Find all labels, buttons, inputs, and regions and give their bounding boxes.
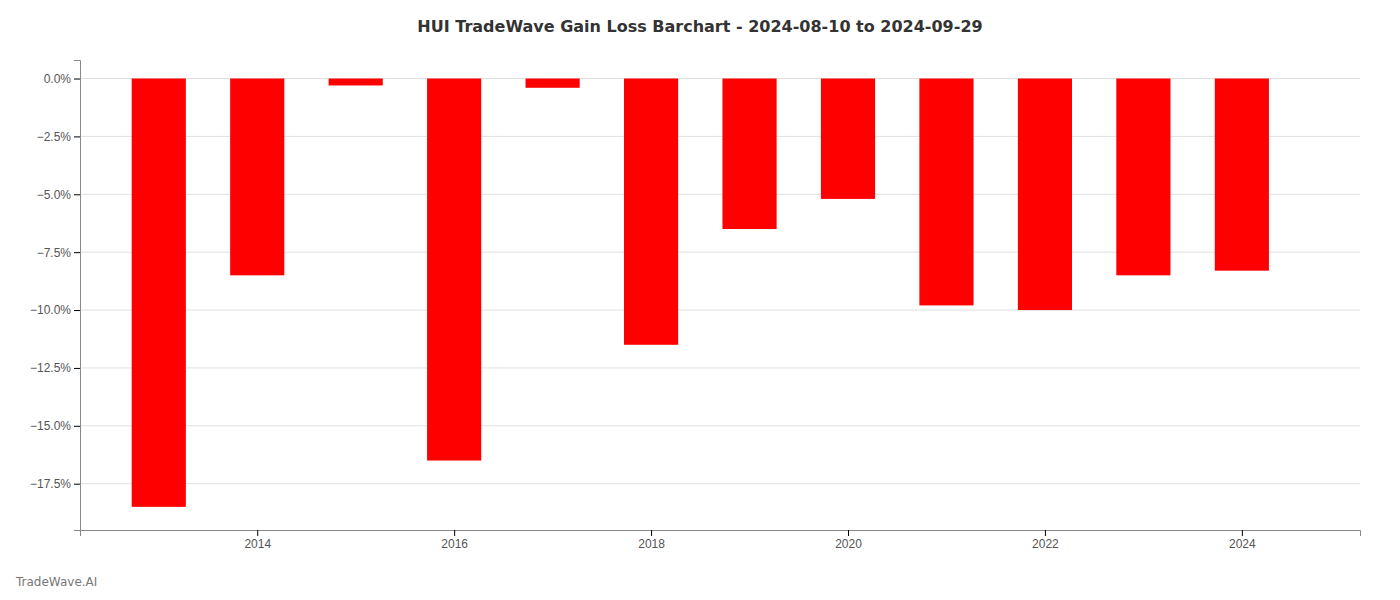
x-tick: 2022 <box>1032 530 1059 551</box>
y-tick-mark <box>74 484 80 485</box>
x-tick-mark <box>454 530 455 536</box>
y-tick-label: −17.5% <box>30 477 71 491</box>
y-tick-mark <box>74 136 80 137</box>
grid-line <box>80 367 1360 368</box>
y-tick-label: −5.0% <box>37 188 72 202</box>
y-tick: −15.0% <box>30 419 80 433</box>
x-tick: 2018 <box>638 530 665 551</box>
y-tick-mark <box>74 426 80 427</box>
y-tick: −17.5% <box>30 477 80 491</box>
grid <box>80 79 1360 484</box>
x-tick-mark <box>1045 530 1046 536</box>
bar <box>1116 79 1170 276</box>
y-axis: 0.0% −2.5% −5.0% −7.5% −10.0% −12.5% −15.0% −17… <box>30 61 81 531</box>
x-tick-label: 2018 <box>638 537 665 551</box>
x-tick-label: 2016 <box>441 537 468 551</box>
y-tick: −5.0% <box>37 188 80 202</box>
y-tick-mark <box>74 368 80 369</box>
annotation: TradeWave.AI <box>15 575 97 589</box>
y-tick: 0.0% <box>44 72 80 86</box>
y-tick-mark <box>74 310 80 311</box>
x-tick: 2024 <box>1229 530 1256 551</box>
x-tick-mark <box>651 530 652 536</box>
grid-line <box>80 483 1360 484</box>
bar <box>427 79 481 461</box>
bar <box>722 79 776 229</box>
x-axis: 2014 2016 2018 2020 2022 2024 <box>81 530 1361 551</box>
y-tick-mark <box>74 79 80 80</box>
x-tick-label: 2014 <box>244 537 271 551</box>
y-tick-label: −12.5% <box>30 361 71 375</box>
x-tick-mark <box>848 530 849 536</box>
x-tick-mark <box>257 530 258 536</box>
y-tick-label: −7.5% <box>37 246 72 260</box>
x-tick-label: 2022 <box>1032 537 1059 551</box>
bar <box>624 79 678 345</box>
x-tick: 2014 <box>244 530 271 551</box>
bar <box>1215 79 1269 271</box>
y-tick-label: −2.5% <box>37 130 72 144</box>
bars <box>132 79 1269 507</box>
bar <box>329 79 383 86</box>
grid-line <box>80 310 1360 311</box>
bar <box>821 79 875 199</box>
bar <box>132 79 186 507</box>
y-tick: −7.5% <box>37 246 80 260</box>
y-tick: −12.5% <box>30 361 80 375</box>
bar <box>1018 79 1072 311</box>
bar <box>230 79 284 276</box>
chart: 0.0% −2.5% −5.0% −7.5% −10.0% −12.5% −15.0% −17… <box>0 0 1400 600</box>
plot: 0.0% −2.5% −5.0% −7.5% −10.0% −12.5% −15.0% −17… <box>30 61 1361 551</box>
bar <box>919 79 973 306</box>
x-tick-mark <box>1242 530 1243 536</box>
x-tick-label: 2020 <box>835 537 862 551</box>
bar <box>526 79 580 88</box>
x-tick: 2020 <box>835 530 862 551</box>
y-tick-label: −15.0% <box>30 419 71 433</box>
title: HUI TradeWave Gain Loss Barchart - 2024-… <box>417 17 982 36</box>
y-tick-label: −10.0% <box>30 303 71 317</box>
x-axis-line <box>81 531 1361 537</box>
grid-line <box>80 425 1360 426</box>
y-tick: −10.0% <box>30 303 80 317</box>
y-tick-label: 0.0% <box>44 72 72 86</box>
y-tick-mark <box>74 194 80 195</box>
x-tick: 2016 <box>441 530 468 551</box>
y-tick: −2.5% <box>37 130 80 144</box>
y-tick-mark <box>74 252 80 253</box>
x-tick-label: 2024 <box>1229 537 1256 551</box>
y-axis-line <box>74 61 81 531</box>
